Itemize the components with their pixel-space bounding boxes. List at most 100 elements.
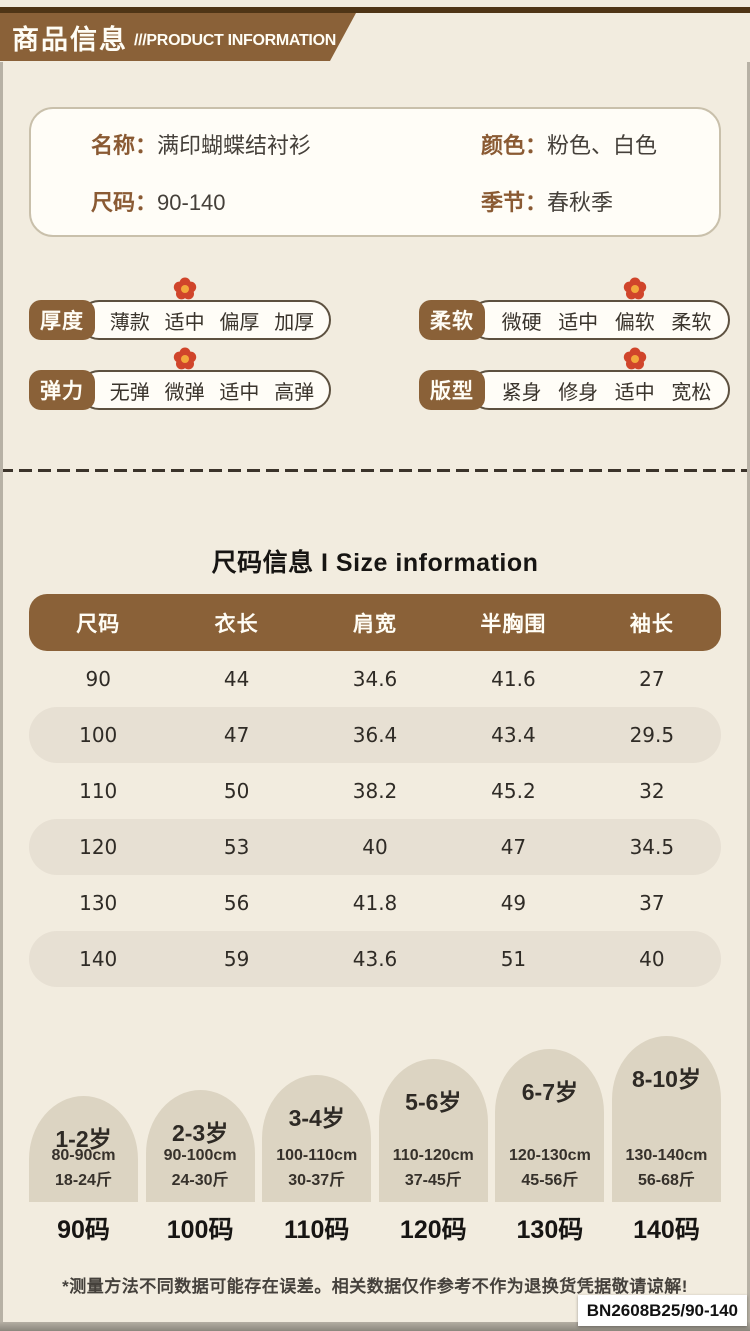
info-field-label: 季节： bbox=[481, 189, 548, 215]
size-table-cell: 90 bbox=[85, 667, 111, 691]
age-guide-item: 8-10岁 130-140cm 56-68斤 140码 bbox=[611, 1032, 721, 1244]
weight-range: 45-56斤 bbox=[521, 1172, 579, 1190]
header-banner: 商品信息 ///PRODUCT INFORMATION bbox=[0, 13, 356, 61]
age-arch: 1-2岁 80-90cm 18-24斤 bbox=[29, 1096, 138, 1202]
age-stats: 90-100cm 24-30斤 bbox=[146, 1143, 255, 1194]
flower-marker-icon bbox=[180, 284, 189, 293]
size-code-label: 100码 bbox=[166, 1216, 234, 1244]
size-table-header-cell: 肩宽 bbox=[353, 612, 398, 636]
age-guide-item: 1-2岁 80-90cm 18-24斤 90码 bbox=[29, 1032, 138, 1244]
info-field-label: 名称： bbox=[91, 132, 158, 158]
size-table-cell: 44 bbox=[223, 667, 250, 691]
sku-badge: BN2608B25/90-140 bbox=[577, 1295, 747, 1326]
attribute-option-label: 适中 bbox=[164, 311, 205, 334]
size-table-header-cell: 衣长 bbox=[214, 612, 259, 636]
flower-marker-icon bbox=[180, 354, 189, 363]
page-bottom-shadow bbox=[0, 1322, 750, 1331]
attribute-option-label: 薄款 bbox=[109, 311, 150, 334]
attribute-option: 加厚 bbox=[274, 306, 314, 335]
attribute-option: 宽松 bbox=[671, 376, 711, 405]
age-arch: 8-10岁 130-140cm 56-68斤 bbox=[611, 1036, 721, 1202]
size-table-row: 100 47 36.4 43.4 29.5 bbox=[29, 707, 721, 763]
age-label: 8-10岁 bbox=[631, 1066, 701, 1092]
age-stats: 80-90cm 18-24斤 bbox=[29, 1143, 138, 1194]
page-edge-left bbox=[0, 62, 3, 1331]
size-code-label: 130码 bbox=[516, 1216, 584, 1244]
attribute-option-label: 加厚 bbox=[274, 311, 315, 334]
info-field-value: 满印蝴蝶结衬衫 bbox=[157, 132, 312, 158]
height-range: 130-140cm bbox=[625, 1146, 708, 1164]
height-range: 110-120cm bbox=[392, 1146, 474, 1164]
header-dark-strip bbox=[0, 7, 750, 13]
size-table-cell: 43.4 bbox=[491, 723, 536, 747]
info-field-season: 季节：春秋季 bbox=[481, 185, 719, 217]
attribute-group-thickness: 厚度 薄款 适中 偏厚 加厚 bbox=[29, 284, 331, 340]
attribute-option: 紧身 bbox=[502, 376, 542, 405]
size-table-cell: 27 bbox=[639, 667, 665, 691]
weight-range: 30-37斤 bbox=[288, 1172, 346, 1190]
attribute-label: 版型 bbox=[419, 370, 485, 410]
weight-range: 24-30斤 bbox=[171, 1172, 229, 1190]
size-table-row: 90 44 34.6 41.6 27 bbox=[29, 651, 721, 707]
age-label: 1-2岁 bbox=[55, 1126, 112, 1152]
info-field-value: 粉色、白色 bbox=[547, 132, 658, 158]
info-field-name: 名称：满印蝴蝶结衬衫 bbox=[91, 128, 481, 160]
size-table-cell: 120 bbox=[79, 835, 118, 859]
age-label: 3-4岁 bbox=[288, 1105, 345, 1131]
attribute-scale: 薄款 适中 偏厚 加厚 bbox=[79, 284, 331, 340]
attribute-label: 厚度 bbox=[29, 300, 95, 340]
size-table-cell: 41.8 bbox=[352, 891, 398, 915]
attribute-option: 无弹 bbox=[110, 376, 150, 405]
flower-marker-icon bbox=[630, 354, 639, 363]
header-title-en: ///PRODUCT INFORMATION bbox=[134, 32, 336, 49]
size-table-row: 130 56 41.8 49 37 bbox=[29, 875, 721, 931]
attribute-option: 修身 bbox=[558, 376, 598, 405]
age-guide-item: 5-6岁 110-120cm 37-45斤 120码 bbox=[378, 1032, 488, 1244]
measurement-note: *测量方法不同数据可能存在误差。相关数据仅作参考不作为退换货凭据敬请谅解! bbox=[62, 1277, 688, 1296]
age-stats: 120-130cm 45-56斤 bbox=[495, 1143, 604, 1194]
header-title-cn: 商品信息 bbox=[12, 24, 128, 55]
attribute-scale: 紧身 修身 适中 宽松 bbox=[469, 354, 730, 410]
attribute-group-fit: 版型 紧身 修身 适中 宽松 bbox=[419, 354, 730, 410]
attribute-label: 柔软 bbox=[419, 300, 485, 340]
attribute-option-label: 适中 bbox=[219, 381, 260, 404]
attribute-group-softness: 柔软 微硬 适中 偏软 柔软 bbox=[419, 284, 730, 340]
age-arch: 3-4岁 100-110cm 30-37斤 bbox=[262, 1075, 372, 1202]
age-stats: 100-110cm 30-37斤 bbox=[262, 1143, 371, 1194]
size-table-cell: 37 bbox=[639, 891, 665, 915]
size-table-cell: 53 bbox=[223, 835, 250, 859]
attribute-scale: 无弹 微弹 适中 高弹 bbox=[79, 354, 331, 410]
size-table-cell: 36.4 bbox=[352, 723, 398, 747]
attribute-option-label: 柔软 bbox=[671, 311, 712, 334]
info-field-size: 尺码：90-140 bbox=[91, 185, 481, 217]
size-table-cell: 40 bbox=[639, 947, 665, 971]
weight-range: 56-68斤 bbox=[638, 1172, 695, 1190]
size-table-body: 90 44 34.6 41.6 27 100 47 36.4 43.4 29.5… bbox=[29, 651, 721, 987]
attribute-option-label: 偏软 bbox=[614, 311, 655, 334]
info-field-color: 颜色：粉色、白色 bbox=[481, 128, 719, 160]
age-arch: 5-6岁 110-120cm 37-45斤 bbox=[378, 1059, 488, 1202]
attribute-option: 适中 bbox=[164, 284, 205, 335]
size-table-cell: 34.5 bbox=[629, 835, 675, 859]
attribute-option: 偏软 bbox=[614, 284, 655, 335]
size-table-row: 120 53 40 47 34.5 bbox=[29, 819, 721, 875]
attribute-group-elasticity: 弹力 无弹 微弹 适中 高弹 bbox=[29, 354, 331, 410]
age-label: 5-6岁 bbox=[405, 1089, 462, 1115]
size-table-cell: 140 bbox=[79, 947, 118, 971]
size-code-label: 90码 bbox=[57, 1216, 110, 1244]
attribute-option: 高弹 bbox=[274, 376, 314, 405]
size-table-cell: 41.6 bbox=[491, 667, 536, 691]
attribute-option-label: 适中 bbox=[614, 381, 655, 404]
info-field-label: 尺码： bbox=[91, 189, 158, 215]
attribute-option-label: 紧身 bbox=[501, 381, 542, 404]
attribute-option-label: 高弹 bbox=[274, 381, 315, 404]
attribute-label: 弹力 bbox=[29, 370, 95, 410]
size-table-cell: 32 bbox=[639, 779, 665, 803]
size-table-cell: 34.6 bbox=[352, 667, 398, 691]
dashed-divider bbox=[0, 469, 750, 472]
attribute-option: 适中 bbox=[219, 376, 259, 405]
size-table-cell: 45.2 bbox=[491, 779, 536, 803]
size-table-cell: 56 bbox=[223, 891, 250, 915]
height-range: 120-130cm bbox=[508, 1146, 591, 1164]
